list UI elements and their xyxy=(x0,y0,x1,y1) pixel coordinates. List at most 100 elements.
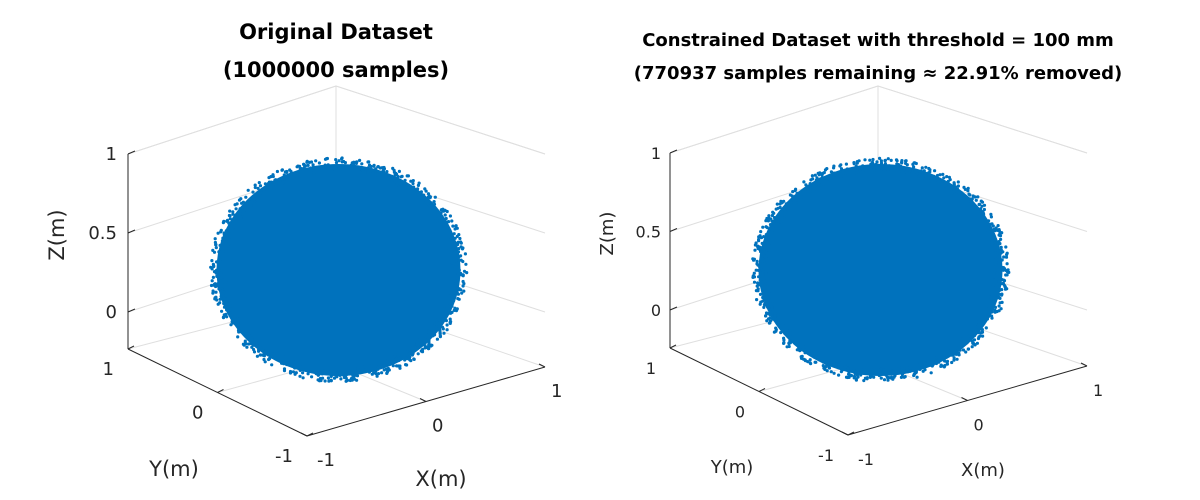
data-point xyxy=(338,167,342,171)
data-point xyxy=(1004,245,1008,249)
data-point xyxy=(402,183,406,187)
data-point xyxy=(793,189,797,193)
data-point xyxy=(392,168,396,172)
data-point xyxy=(977,335,981,339)
data-point xyxy=(323,379,327,383)
data-point xyxy=(852,162,856,166)
data-point xyxy=(215,260,219,264)
data-point xyxy=(799,356,804,360)
data-point xyxy=(209,265,213,269)
data-point xyxy=(281,358,286,362)
data-point xyxy=(979,207,983,211)
data-point xyxy=(233,218,237,222)
data-point xyxy=(403,187,407,192)
data-point xyxy=(314,166,318,170)
x-tick xyxy=(300,432,308,437)
data-point xyxy=(453,227,457,231)
data-point xyxy=(985,317,990,321)
data-point xyxy=(257,348,261,352)
data-point xyxy=(423,337,427,342)
data-point xyxy=(268,187,273,191)
data-point xyxy=(989,215,994,219)
data-point xyxy=(760,241,764,245)
data-point xyxy=(332,167,336,171)
data-point xyxy=(808,182,812,186)
data-point xyxy=(264,186,268,190)
data-point xyxy=(275,169,279,174)
data-point xyxy=(372,172,376,176)
data-point xyxy=(287,359,291,363)
data-point xyxy=(795,191,799,196)
data-point xyxy=(312,170,316,174)
data-point xyxy=(428,204,432,208)
data-point xyxy=(764,303,769,307)
data-point xyxy=(209,283,214,288)
data-point xyxy=(440,208,444,212)
data-point xyxy=(767,289,772,293)
data-point xyxy=(889,158,893,162)
data-point xyxy=(884,367,888,371)
data-point xyxy=(362,370,366,374)
data-point xyxy=(932,174,936,178)
data-point xyxy=(248,336,252,340)
data-point xyxy=(405,350,409,354)
data-point xyxy=(261,348,265,352)
data-point xyxy=(212,282,216,286)
data-point xyxy=(1003,285,1007,289)
data-point xyxy=(955,357,959,361)
data-point xyxy=(987,219,991,223)
data-point xyxy=(358,158,362,162)
data-point xyxy=(234,213,238,217)
y-axis-label: Y(m) xyxy=(710,457,754,478)
data-point xyxy=(862,379,866,383)
data-point xyxy=(382,165,386,170)
data-point xyxy=(429,201,433,205)
data-point xyxy=(244,329,248,333)
data-point xyxy=(844,171,848,175)
data-point xyxy=(792,195,796,199)
data-point xyxy=(966,339,970,343)
data-point xyxy=(955,190,959,194)
data-point xyxy=(444,299,448,303)
data-point xyxy=(900,372,905,376)
data-point xyxy=(370,168,374,172)
data-point xyxy=(761,225,765,229)
data-point xyxy=(825,363,829,367)
data-point xyxy=(852,168,857,172)
data-point xyxy=(415,343,419,347)
data-point xyxy=(268,356,272,360)
data-point xyxy=(883,165,887,169)
data-point xyxy=(342,159,346,164)
data-point xyxy=(301,376,305,380)
data-point xyxy=(770,232,775,236)
data-point xyxy=(274,178,278,182)
data-point xyxy=(795,348,799,352)
data-point xyxy=(874,162,878,167)
data-point xyxy=(323,366,327,370)
data-point xyxy=(211,275,215,279)
data-point xyxy=(298,167,302,171)
y-tick-label: 1 xyxy=(103,359,114,380)
data-point xyxy=(972,338,977,342)
data-point xyxy=(462,289,466,293)
data-point xyxy=(251,198,255,202)
data-point xyxy=(967,206,971,210)
data-point xyxy=(454,224,458,228)
data-point xyxy=(908,168,912,172)
data-point xyxy=(764,250,768,254)
data-point xyxy=(809,178,813,182)
data-point xyxy=(942,182,946,186)
data-point xyxy=(960,191,964,195)
data-point xyxy=(255,198,259,202)
data-point xyxy=(460,247,465,251)
data-point xyxy=(994,263,999,267)
data-point xyxy=(404,353,408,357)
data-point xyxy=(453,250,457,254)
data-point xyxy=(231,316,235,320)
data-point xyxy=(349,371,353,375)
data-point xyxy=(444,231,448,236)
data-point xyxy=(994,226,998,230)
data-point xyxy=(998,278,1003,282)
data-point xyxy=(339,377,343,381)
data-point xyxy=(438,335,442,339)
